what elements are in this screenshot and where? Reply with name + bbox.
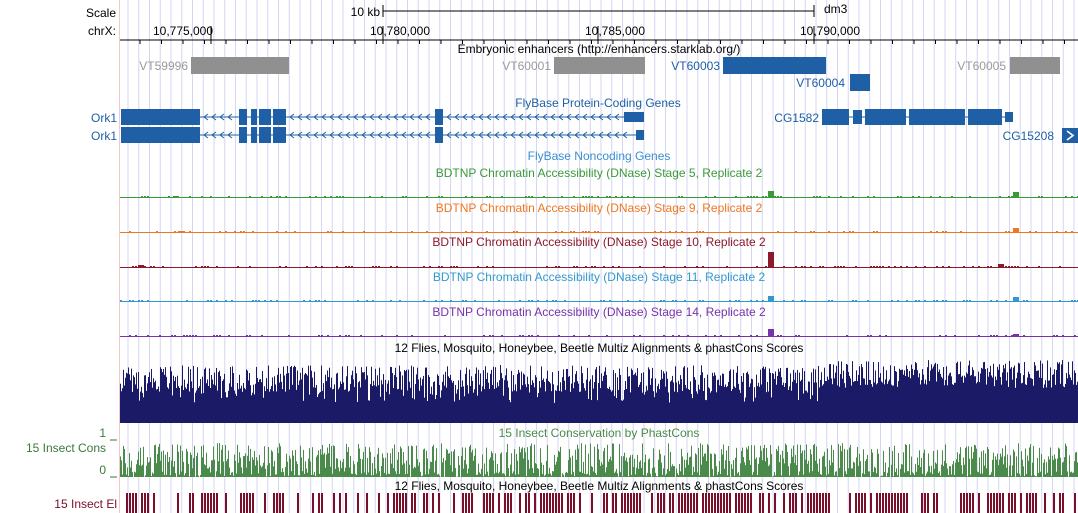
ruler-tick-label-3: 10,785,000 (585, 24, 645, 38)
scale-value: 10 kb (351, 5, 381, 19)
elements-signal (126, 493, 1076, 513)
conservation-title: 15 Insect Conservation by PhastCons (499, 426, 700, 440)
exons (121, 127, 644, 143)
exons (121, 109, 644, 125)
gene-label-cg1582[interactable]: CG1582 (774, 111, 819, 125)
dnase-stage-9-track[interactable]: BDTNP Chromatin Accessibility (DNase) St… (120, 201, 1078, 233)
elements-title: 12 Flies, Mosquito, Honeybee, Beetle Mul… (395, 479, 804, 493)
gene-cg1582[interactable]: CG1582 (774, 109, 1013, 125)
gene-label-ork1-1[interactable]: Ork1 (91, 111, 117, 125)
enhancer-label-vt60001[interactable]: VT60001 (502, 59, 551, 73)
conservation-signal (120, 443, 1078, 477)
ruler-ticks (139, 26, 1065, 44)
gene-feature-cg15208[interactable] (1062, 128, 1078, 143)
enhancer-label-vt60003[interactable]: VT60003 (671, 59, 720, 73)
enhancers-track[interactable]: Embryonic enhancers (http://enhancers.st… (139, 42, 1060, 91)
dnase-stage-11-title: BDTNP Chromatin Accessibility (DNase) St… (433, 270, 766, 284)
conservation-side-label[interactable]: 15 Insect Cons (26, 441, 106, 455)
vertical-grid-lines (127, 0, 1075, 513)
elements-side-label[interactable]: 15 Insect El (54, 497, 117, 511)
gene-cg15208[interactable]: CG15208 (1003, 128, 1078, 143)
dnase-stage-11-signal (120, 296, 1078, 302)
multiz-signal (120, 360, 1078, 423)
multiz-alignment-track[interactable]: 12 Flies, Mosquito, Honeybee, Beetle Mul… (120, 341, 1078, 423)
dnase-stage-5-track[interactable]: BDTNP Chromatin Accessibility (DNase) St… (120, 166, 1078, 198)
ruler-tick-label-1: 10,775,000 (153, 24, 213, 38)
conservation-ymax: 1 (99, 426, 106, 440)
enhancer-label-vt60004[interactable]: VT60004 (796, 76, 845, 90)
multiz-title: 12 Flies, Mosquito, Honeybee, Beetle Mul… (395, 341, 804, 355)
strand-arrows (203, 113, 620, 121)
enhancer-feature-vt60005[interactable] (1010, 57, 1060, 74)
dnase-stage-5-signal (120, 191, 1078, 198)
insect-conservation-track[interactable]: 15 Insect Conservation by PhastCons 15 I… (26, 426, 1078, 478)
dnase-stage-11-track[interactable]: BDTNP Chromatin Accessibility (DNase) St… (120, 270, 1078, 302)
gene-ork1-transcript-1[interactable]: Ork1 (91, 109, 644, 125)
dnase-stage-14-track[interactable]: BDTNP Chromatin Accessibility (DNase) St… (120, 305, 1078, 337)
dnase-stage-14-signal (120, 329, 1078, 337)
protein-coding-genes-title: FlyBase Protein-Coding Genes (515, 96, 680, 110)
conservation-ymin: 0 (99, 463, 106, 477)
ruler-tick-label-4: 10,790,000 (800, 24, 860, 38)
insect-elements-track[interactable]: 12 Flies, Mosquito, Honeybee, Beetle Mul… (54, 479, 1076, 513)
enhancers-track-title: Embryonic enhancers (http://enhancers.st… (458, 42, 741, 56)
enhancer-label-vt60005[interactable]: VT60005 (957, 59, 1006, 73)
assembly-label: dm3 (824, 2, 848, 16)
base-position-ruler[interactable]: Scale 10 kb dm3 chrX: 10,775,000 10,780,… (86, 2, 1078, 44)
scale-label: Scale (86, 6, 116, 20)
exons (822, 109, 1013, 125)
chevron-right-icon (1066, 130, 1075, 141)
dnase-stage-9-signal (120, 228, 1078, 233)
enhancer-label-vt59996[interactable]: VT59996 (139, 59, 188, 73)
enhancer-feature-vt60004[interactable] (850, 74, 870, 91)
dnase-stage-10-title: BDTNP Chromatin Accessibility (DNase) St… (432, 235, 766, 249)
gene-label-ork1-2[interactable]: Ork1 (91, 129, 117, 143)
gene-label-cg15208[interactable]: CG15208 (1003, 129, 1055, 143)
noncoding-genes-title: FlyBase Noncoding Genes (528, 149, 671, 163)
enhancer-feature-vt60003[interactable] (723, 57, 826, 74)
enhancer-feature-vt60001[interactable] (554, 57, 645, 74)
enhancer-feature-vt59996[interactable] (191, 57, 289, 74)
dnase-stage-14-title: BDTNP Chromatin Accessibility (DNase) St… (432, 305, 766, 319)
dnase-stage-10-signal (120, 252, 1078, 268)
protein-coding-genes-track[interactable]: FlyBase Protein-Coding Genes Ork1 Ork1 (91, 96, 1078, 143)
chrom-label: chrX: (88, 24, 116, 38)
dnase-stage-9-title: BDTNP Chromatin Accessibility (DNase) St… (436, 201, 763, 215)
dnase-stage-10-track[interactable]: BDTNP Chromatin Accessibility (DNase) St… (120, 235, 1078, 268)
gene-ork1-transcript-2[interactable]: Ork1 (91, 127, 644, 143)
dnase-stage-5-title: BDTNP Chromatin Accessibility (DNase) St… (436, 166, 763, 180)
ruler-tick-label-2: 10,780,000 (370, 24, 430, 38)
strand-arrows (203, 131, 628, 139)
